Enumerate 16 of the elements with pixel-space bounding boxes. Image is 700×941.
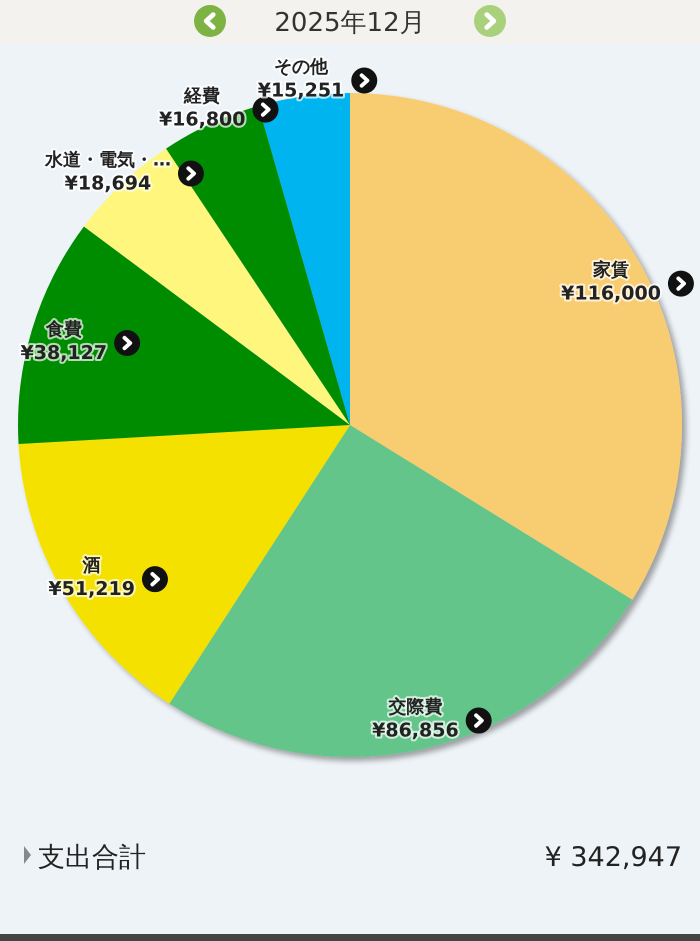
data-label: ¥15,251 [258, 80, 344, 102]
data-label: ¥86,856 [372, 720, 459, 742]
pie-slice [18, 425, 350, 704]
pie-slice [350, 93, 682, 600]
slice-label: その他 [274, 56, 329, 78]
slice-label: 食費 [44, 319, 82, 340]
text: 支出合計 [38, 842, 146, 873]
slice-label: 家賃 [592, 260, 630, 281]
chart-title: 2025年12月 [274, 8, 426, 38]
slice-label: 水道・電気・… [44, 150, 171, 171]
text: ¥ 342,947 [544, 842, 682, 873]
slice-label: 酒 [82, 555, 101, 576]
data-label: ¥116,000 [561, 282, 661, 305]
pie-slice [169, 425, 632, 757]
slice-label: 経費 [183, 86, 220, 107]
slice-label: 交際費 [387, 696, 442, 718]
